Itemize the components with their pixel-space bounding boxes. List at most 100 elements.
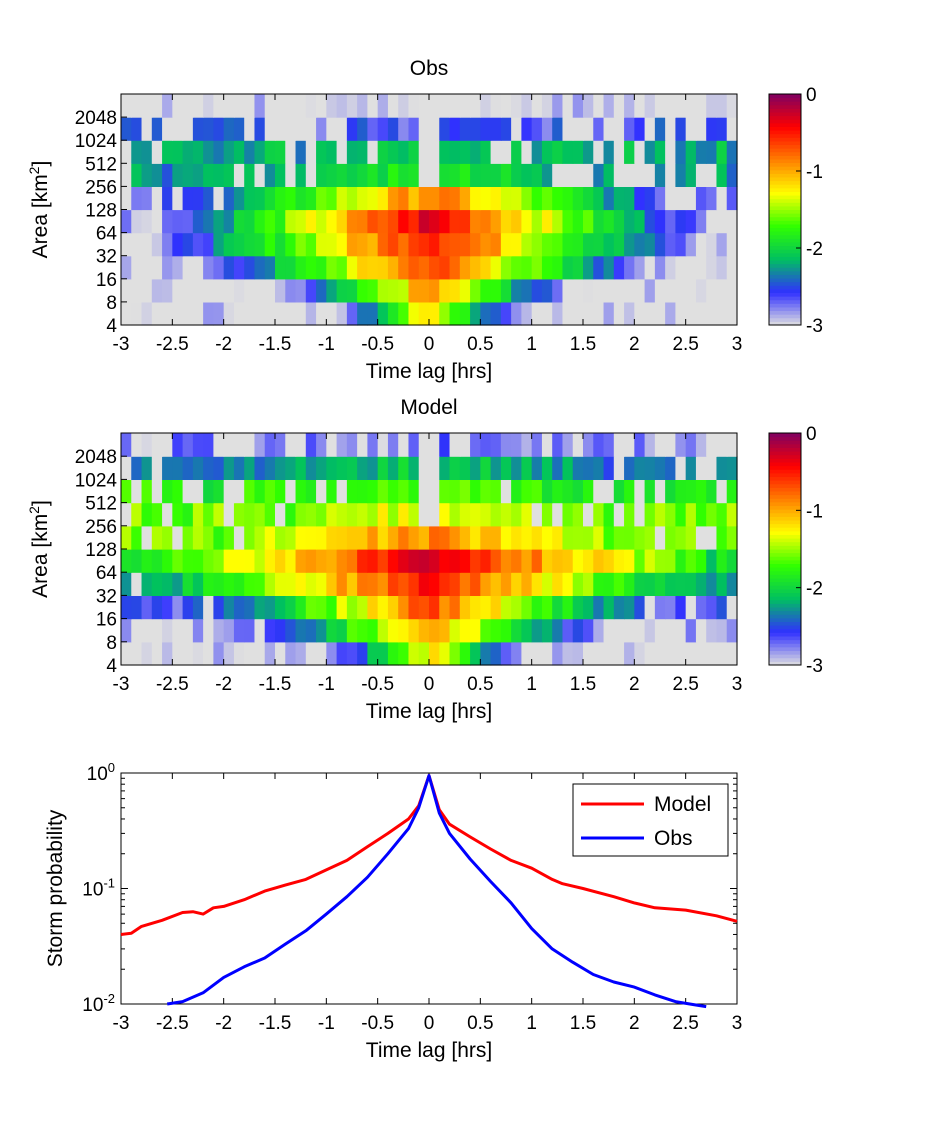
heat-cell	[449, 502, 461, 527]
heat-cell	[182, 433, 194, 457]
heat-cell	[203, 456, 214, 480]
heat-cell	[500, 479, 512, 504]
colorbar-step	[769, 632, 801, 637]
heat-cell	[613, 595, 625, 620]
colorbar-step	[769, 607, 801, 612]
heat-cell	[305, 525, 317, 550]
heat-cell	[377, 209, 389, 234]
heat-cell	[624, 572, 635, 596]
heat-cell	[572, 456, 584, 480]
heat-cell	[151, 163, 163, 187]
heat-cell	[418, 572, 430, 596]
heat-cell	[141, 301, 153, 326]
heat-cell	[336, 618, 348, 643]
heat-cell	[439, 595, 451, 620]
heat-cell	[613, 255, 625, 280]
colorbar-step	[769, 545, 801, 550]
heat-cell	[665, 255, 676, 280]
colorbar-step	[769, 267, 801, 272]
heat-cell	[429, 232, 440, 257]
heat-cell	[213, 502, 225, 527]
heat-cell	[275, 433, 286, 457]
heat-cell	[121, 278, 132, 303]
colorbar-tick-label: -1	[806, 162, 823, 183]
colorbar-step	[769, 227, 801, 232]
heat-cell	[593, 502, 605, 527]
heat-cell	[367, 255, 379, 280]
heat-cell	[470, 479, 481, 504]
heat-cell	[305, 163, 317, 187]
heat-cell	[336, 502, 348, 527]
colorbar-step	[769, 654, 801, 659]
heat-cell	[593, 163, 605, 187]
heat-cell	[675, 433, 687, 457]
heat-cell	[562, 117, 574, 141]
heat-cell	[275, 255, 286, 280]
y-tick-label: 64	[96, 563, 118, 584]
heat-cell	[398, 433, 410, 457]
heat-cell	[151, 433, 163, 457]
heat-cell	[398, 117, 410, 141]
heat-cell	[192, 618, 204, 643]
heat-cell	[459, 301, 471, 326]
heat-cell	[254, 456, 266, 480]
heat-cell	[213, 140, 225, 164]
heat-cell	[644, 278, 656, 303]
colorbar-step	[769, 122, 801, 127]
heat-cell	[480, 433, 492, 457]
heat-cell	[716, 456, 728, 480]
heat-cell	[685, 232, 697, 257]
heat-cell	[295, 117, 307, 141]
heat-cell	[295, 140, 307, 164]
y-tick-exponent: -2	[103, 991, 115, 1006]
heat-cell	[439, 255, 451, 280]
heat-cell	[264, 502, 276, 527]
heat-cell	[613, 641, 625, 666]
heat-cell	[439, 549, 451, 573]
heat-cell	[706, 641, 718, 666]
heat-cell	[182, 278, 194, 303]
heat-cell	[562, 163, 574, 187]
heat-cell	[141, 525, 153, 550]
heat-cell	[603, 255, 615, 280]
x-tick-label: 0.5	[467, 674, 493, 695]
heat-cell	[706, 186, 718, 211]
heat-cell	[572, 595, 584, 620]
heat-cell	[541, 456, 553, 480]
heat-cell	[408, 641, 420, 666]
heat-cell	[305, 549, 317, 573]
heat-cell	[449, 209, 461, 234]
heat-cell	[521, 232, 533, 257]
heat-cell	[726, 525, 738, 550]
heat-cell	[624, 479, 635, 504]
heat-cell	[295, 301, 307, 326]
heat-cell	[357, 255, 368, 280]
heat-cell	[151, 186, 163, 211]
y-tick-label: 512	[85, 154, 117, 175]
colorbar-step	[769, 166, 801, 171]
heat-cell	[593, 456, 605, 480]
heat-cell	[346, 595, 358, 620]
heat-cell	[244, 140, 256, 164]
heat-cell	[685, 479, 697, 504]
heat-cell	[490, 163, 502, 187]
heat-cell	[552, 232, 564, 257]
heat-cell	[685, 94, 697, 118]
heat-cell	[716, 278, 728, 303]
heat-cell	[233, 255, 245, 280]
heat-cell	[367, 433, 379, 457]
heat-cell	[706, 479, 718, 504]
colorbar-step	[769, 263, 801, 268]
heat-cell	[613, 232, 625, 257]
heat-cell	[418, 117, 430, 141]
heat-cell	[429, 255, 440, 280]
heat-cell	[223, 140, 235, 164]
x-axis-label: Time lag [hrs]	[366, 1039, 492, 1062]
heat-cell	[285, 301, 297, 326]
heat-cell	[346, 525, 358, 550]
heat-cell	[264, 232, 276, 257]
heat-cell	[182, 618, 194, 643]
heat-cell	[408, 525, 420, 550]
heat-cell	[706, 502, 718, 527]
heat-cell	[305, 572, 317, 596]
